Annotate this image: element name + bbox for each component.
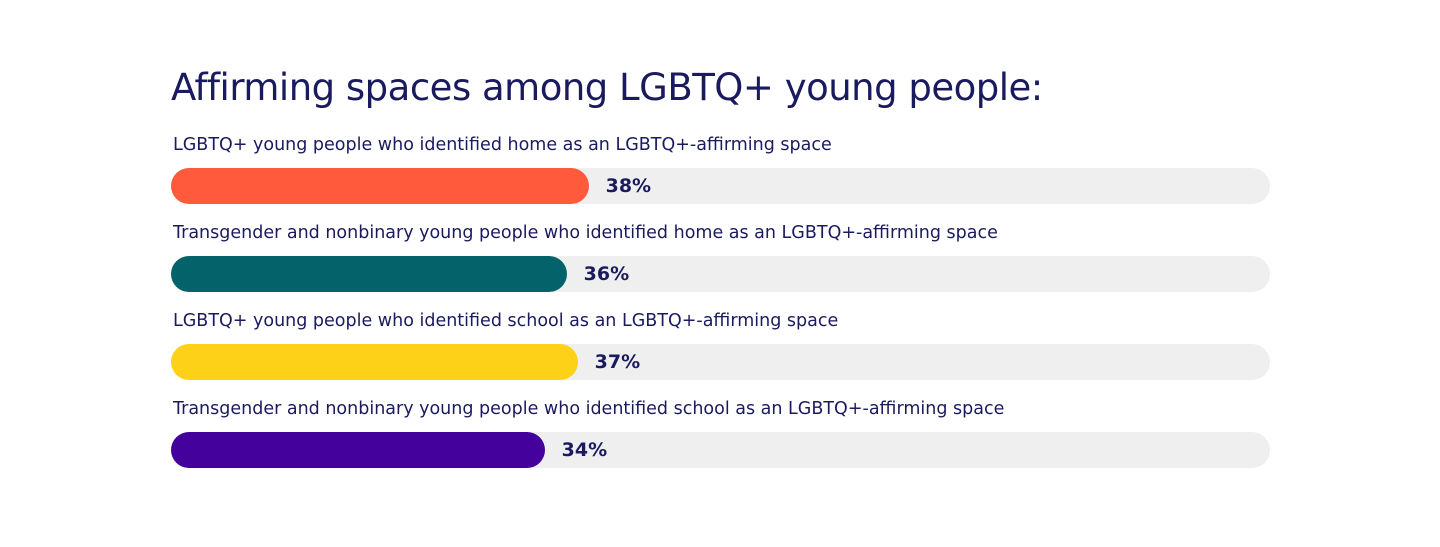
bar-track: 38% bbox=[171, 168, 1270, 204]
value-label: 38% bbox=[605, 175, 652, 197]
category-label: Transgender and nonbinary young people w… bbox=[173, 223, 998, 243]
category-label: Transgender and nonbinary young people w… bbox=[173, 399, 1005, 419]
bar bbox=[171, 432, 545, 468]
bar-track: 36% bbox=[171, 256, 1270, 292]
chart-title: Affirming spaces among LGBTQ+ young peop… bbox=[171, 66, 1043, 109]
value-label: 36% bbox=[583, 263, 630, 285]
bar bbox=[171, 168, 589, 204]
bar bbox=[171, 256, 567, 292]
category-label: LGBTQ+ young people who identified home … bbox=[173, 135, 832, 155]
value-label: 34% bbox=[561, 439, 608, 461]
bar bbox=[171, 344, 578, 380]
bar-row: LGBTQ+ young people who identified home … bbox=[171, 134, 1270, 214]
bar-track: 37% bbox=[171, 344, 1270, 380]
category-label: LGBTQ+ young people who identified schoo… bbox=[173, 311, 839, 331]
value-label: 37% bbox=[594, 351, 641, 373]
chart: Affirming spaces among LGBTQ+ young peop… bbox=[171, 62, 1270, 468]
bar-row: Transgender and nonbinary young people w… bbox=[171, 398, 1270, 478]
bar-row: LGBTQ+ young people who identified schoo… bbox=[171, 310, 1270, 390]
bar-track: 34% bbox=[171, 432, 1270, 468]
bar-row: Transgender and nonbinary young people w… bbox=[171, 222, 1270, 302]
